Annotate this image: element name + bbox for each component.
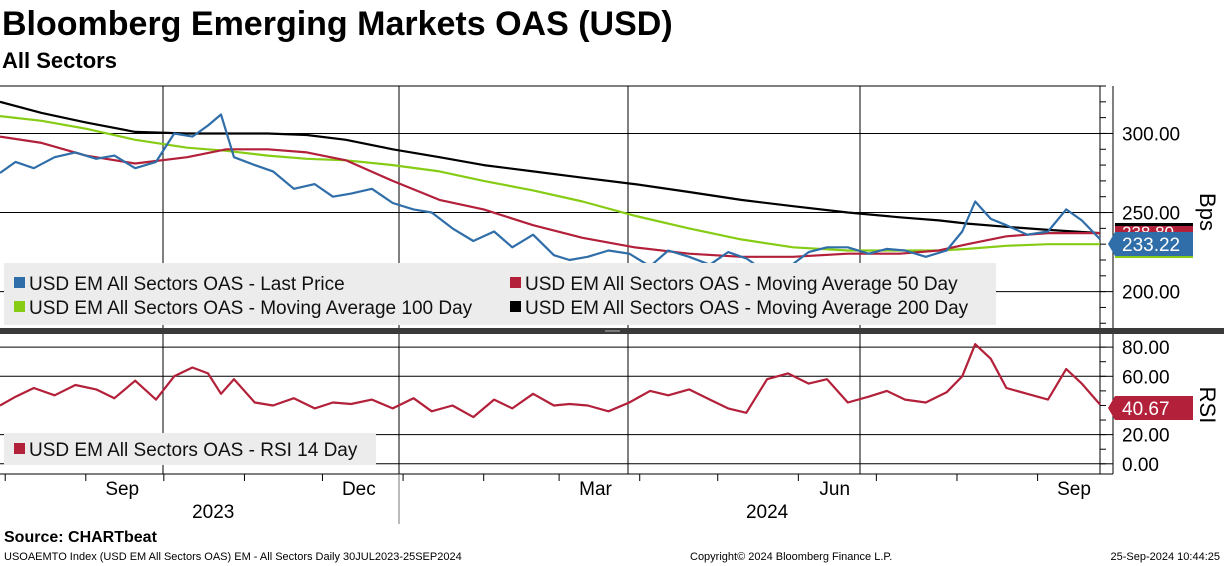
index-description: USOAEMTO Index (USD EM All Sectors OAS) … (4, 551, 462, 563)
legend-label: USD EM All Sectors OAS - Moving Average … (29, 298, 473, 319)
y-tick-label: 250.00 (1122, 204, 1180, 225)
legend-item-last-price: USD EM All Sectors OAS - Last Price (14, 274, 345, 295)
y-tick-label: 300.00 (1122, 124, 1180, 145)
legend-item-rsi: USD EM All Sectors OAS - RSI 14 Day (14, 440, 358, 461)
x-tick-label: Jun (819, 479, 850, 500)
main-series-group (0, 100, 1101, 274)
rsi-series-group (0, 343, 1101, 419)
source-label: Source: CHARTbeat (4, 529, 158, 546)
last-price-end-tag: 233.22 (1108, 232, 1193, 256)
year-label: 2024 (746, 502, 789, 523)
legend-label: USD EM All Sectors OAS - Last Price (29, 274, 345, 295)
rsi-legend-box (4, 433, 376, 465)
main-ylabel: Bps (1195, 193, 1220, 231)
legend-label: USD EM All Sectors OAS - Moving Average … (525, 274, 958, 295)
legend-item-ma50: USD EM All Sectors OAS - Moving Average … (510, 274, 958, 295)
series-usd-em-all-sectors-oas-rsi-14-day (0, 343, 1101, 419)
main-legend-box (4, 263, 996, 325)
series-usd-em-all-sectors-oas-moving-average-50-day (0, 135, 1100, 258)
x-tick-label: Mar (579, 479, 612, 500)
rsi-last-value: 40.67 (1122, 399, 1170, 420)
x-tick-label: Sep (1057, 479, 1091, 500)
y-tick-label: 80.00 (1122, 338, 1170, 359)
rsi-y-axis: 80.00 60.00 20.00 0.00 (1100, 338, 1170, 476)
y-tick-label: 60.00 (1122, 367, 1170, 388)
legend-label: USD EM All Sectors OAS - Moving Average … (525, 298, 969, 319)
rsi-ylabel: RSI (1195, 387, 1220, 424)
main-y-axis: 300.00 250.00 200.00 (1100, 85, 1180, 324)
rsi-panel: 80.00 60.00 20.00 0.00 RSI 40.67 USD EM All… (0, 334, 1220, 476)
legend-item-ma200: USD EM All Sectors OAS - Moving Average … (510, 298, 969, 319)
x-tick-label: Sep (105, 479, 139, 500)
series-usd-em-all-sectors-oas-last-price (0, 113, 1101, 274)
rsi-end-tag: 40.67 (1108, 396, 1193, 420)
x-axis: Sep Dec Mar Jun Sep 2023 2024 (0, 473, 1113, 524)
y-tick-label: 0.00 (1122, 455, 1159, 476)
x-tick-group: Sep Dec Mar Jun Sep (4, 474, 1091, 500)
year-label: 2023 (192, 502, 234, 523)
x-tick-label: Dec (342, 479, 376, 500)
copyright: Copyright© 2024 Bloomberg Finance L.P. (690, 551, 892, 563)
series-usd-em-all-sectors-oas-moving-average-200-day (0, 100, 1101, 235)
year-label-group: 2023 2024 (192, 502, 789, 523)
chart-title: Bloomberg Emerging Markets OAS (USD) (2, 5, 673, 43)
legend-item-ma100: USD EM All Sectors OAS - Moving Average … (14, 298, 473, 319)
y-tick-label: 20.00 (1122, 426, 1170, 447)
last-price-value: 233.22 (1122, 235, 1180, 256)
chart-subtitle: All Sectors (2, 48, 117, 73)
y-tick-label: 200.00 (1122, 283, 1180, 304)
legend-label: USD EM All Sectors OAS - RSI 14 Day (29, 440, 358, 461)
timestamp: 25-Sep-2024 10:44:25 (1111, 551, 1220, 563)
